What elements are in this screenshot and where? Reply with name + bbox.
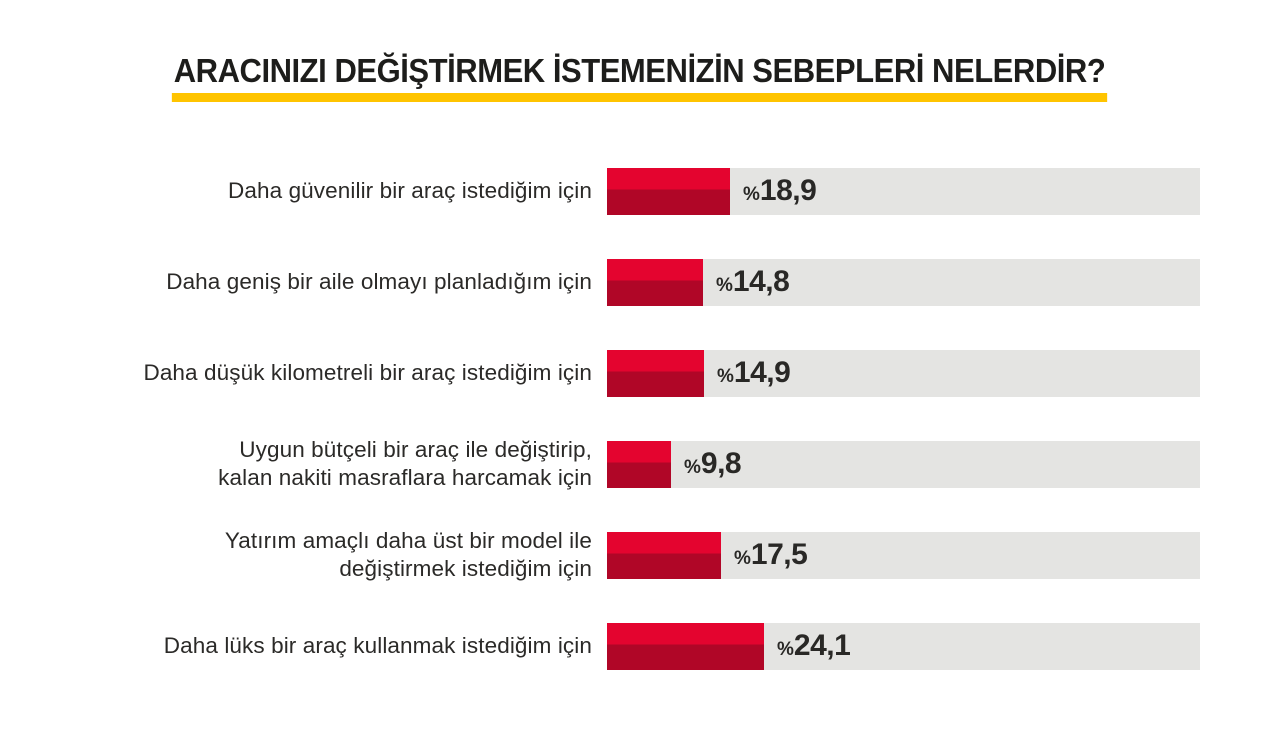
value-label: % 14,9 bbox=[717, 356, 791, 390]
title-underline bbox=[172, 92, 1108, 102]
bar-chart: Daha güvenilir bir araç istediğim için %… bbox=[0, 167, 1280, 670]
percent-sign: % bbox=[743, 184, 760, 206]
bar-row: Yatırım amaçlı daha üst bir model ile de… bbox=[0, 528, 1280, 581]
bar-track: % 17,5 bbox=[607, 531, 1200, 579]
category-label: Uygun bütçeli bir araç ile değiştirip, k… bbox=[218, 437, 592, 491]
value-number: 14,8 bbox=[732, 265, 790, 299]
bar-fill bbox=[607, 349, 704, 397]
category-label: Daha düşük kilometreli bir araç istediği… bbox=[143, 360, 592, 386]
value-number: 24,1 bbox=[793, 629, 851, 663]
value-number: 18,9 bbox=[759, 174, 817, 208]
percent-sign: % bbox=[777, 639, 794, 661]
bar-track: % 14,8 bbox=[607, 258, 1200, 306]
bar-row: Daha lüks bir araç kullanmak istediğim i… bbox=[0, 622, 1280, 670]
header: ARACINIZI DEĞİŞTİRMEK İSTEMENİZİN SEBEPL… bbox=[0, 0, 1280, 102]
bar-fill bbox=[607, 258, 703, 306]
percent-sign: % bbox=[716, 275, 733, 297]
category-label: Yatırım amaçlı daha üst bir model ile de… bbox=[224, 528, 592, 582]
value-label: % 14,8 bbox=[716, 265, 790, 299]
bar-row: Uygun bütçeli bir araç ile değiştirip, k… bbox=[0, 437, 1280, 490]
bar-fill bbox=[607, 531, 721, 579]
value-label: % 9,8 bbox=[684, 447, 742, 481]
bar-track: % 9,8 bbox=[607, 440, 1200, 488]
value-label: % 18,9 bbox=[743, 174, 817, 208]
bar-track: % 24,1 bbox=[607, 622, 1200, 670]
value-number: 17,5 bbox=[750, 538, 808, 572]
bar-fill bbox=[607, 440, 671, 488]
bar-row: Daha geniş bir aile olmayı planladığım i… bbox=[0, 258, 1280, 306]
page-title-text: ARACINIZI DEĞİŞTİRMEK İSTEMENİZİN SEBEPL… bbox=[174, 52, 1106, 89]
bar-fill bbox=[607, 167, 730, 215]
percent-sign: % bbox=[717, 366, 734, 388]
percent-sign: % bbox=[684, 457, 701, 479]
page-title: ARACINIZI DEĞİŞTİRMEK İSTEMENİZİN SEBEPL… bbox=[172, 52, 1108, 102]
bar-row: Daha güvenilir bir araç istediğim için %… bbox=[0, 167, 1280, 215]
bar-track: % 18,9 bbox=[607, 167, 1200, 215]
value-number: 9,8 bbox=[700, 447, 742, 481]
value-label: % 17,5 bbox=[734, 538, 808, 572]
value-label: % 24,1 bbox=[777, 629, 851, 663]
category-label: Daha güvenilir bir araç istediğim için bbox=[228, 178, 592, 204]
value-number: 14,9 bbox=[733, 356, 791, 390]
category-label: Daha lüks bir araç kullanmak istediğim i… bbox=[163, 633, 592, 659]
bar-fill bbox=[607, 622, 764, 670]
bar-row: Daha düşük kilometreli bir araç istediği… bbox=[0, 349, 1280, 397]
category-label: Daha geniş bir aile olmayı planladığım i… bbox=[166, 269, 592, 295]
bar-track: % 14,9 bbox=[607, 349, 1200, 397]
percent-sign: % bbox=[734, 548, 751, 570]
